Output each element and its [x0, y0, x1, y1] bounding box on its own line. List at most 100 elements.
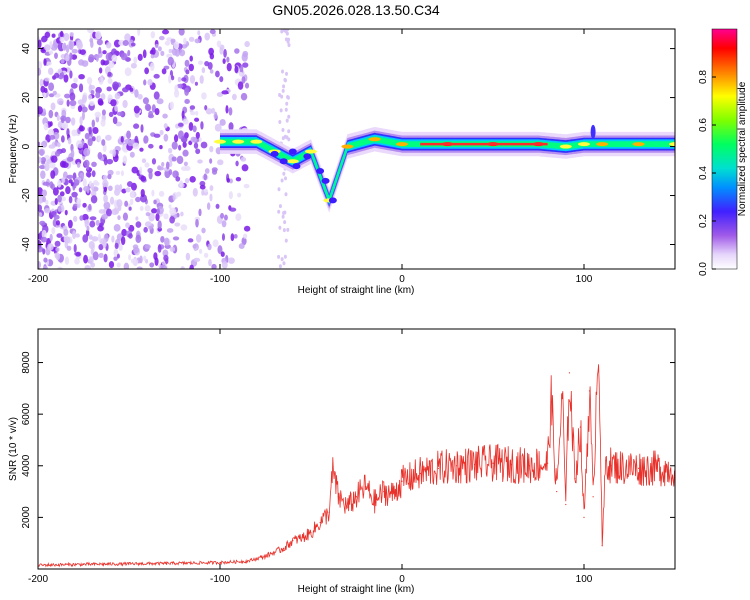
spectrogram-frame	[37, 28, 676, 270]
noise-blob	[147, 79, 153, 86]
spectrogram-ylabel: Frequency (Hz)	[8, 115, 19, 184]
noise-blob	[53, 214, 60, 220]
noise-blob	[228, 191, 233, 200]
noise-blob	[84, 132, 90, 140]
noise-blob	[174, 222, 181, 227]
snr-point	[510, 463, 512, 466]
noise-blob	[63, 32, 70, 42]
noise-blob	[38, 148, 46, 156]
noise-blob	[163, 123, 168, 129]
noise-blob	[162, 249, 169, 257]
noise-blob	[38, 156, 42, 164]
noise-blob	[132, 258, 139, 267]
noise-blob	[86, 165, 90, 171]
noise-blob	[67, 219, 73, 229]
noise-blob	[133, 105, 140, 114]
noise-blob	[235, 177, 242, 182]
noise-blob	[44, 31, 51, 39]
noise-blob	[181, 110, 185, 119]
noise-blob	[42, 196, 47, 203]
snr-point	[588, 390, 591, 392]
noise-blob	[73, 77, 78, 83]
noise-blob	[125, 187, 131, 193]
noise-blob	[144, 204, 151, 212]
noise-blob	[111, 235, 115, 243]
snr-point	[556, 490, 558, 493]
snr-point	[574, 478, 576, 480]
noise-blob	[166, 228, 174, 233]
noise-blob	[209, 193, 213, 202]
noise-blob	[40, 236, 48, 243]
noise-blob	[157, 46, 162, 52]
noise-blob	[129, 190, 135, 199]
snr-point	[337, 496, 339, 498]
noise-blob	[169, 207, 177, 216]
noise-blob	[130, 62, 137, 69]
noise-blob	[144, 221, 152, 228]
noise-blob	[158, 190, 165, 197]
noise-blob	[169, 216, 175, 224]
noise-blob	[204, 168, 210, 174]
noise-blob	[201, 67, 206, 74]
noise-blob	[82, 202, 87, 208]
noise-blob	[53, 72, 60, 79]
noise-blob	[164, 169, 171, 179]
noise-blob	[123, 262, 130, 269]
noise-blob	[88, 54, 95, 63]
noise-blob	[278, 225, 282, 230]
signal-hotspot	[559, 144, 572, 149]
noise-blob	[87, 94, 93, 100]
noise-blob	[92, 251, 99, 261]
noise-blob	[84, 219, 90, 225]
noise-blob	[47, 243, 54, 251]
noise-blob	[49, 121, 53, 127]
x-tick-label: -200	[28, 274, 48, 285]
noise-blob	[175, 176, 181, 182]
noise-blob	[122, 212, 129, 221]
noise-blob	[148, 170, 153, 180]
signal-hotspot	[368, 137, 381, 142]
noise-blob	[79, 116, 83, 126]
noise-blob	[95, 30, 102, 40]
noise-blob	[117, 215, 121, 220]
noise-blob	[171, 141, 178, 150]
noise-blob	[129, 87, 134, 92]
noise-blob	[194, 38, 201, 44]
noise-blob	[156, 98, 164, 105]
noise-blob	[127, 49, 131, 57]
noise-blob	[176, 155, 184, 165]
noise-blob	[151, 158, 157, 165]
noise-blob	[41, 189, 48, 197]
noise-blob	[144, 67, 150, 75]
noise-blob	[114, 92, 121, 100]
noise-blob	[106, 86, 112, 92]
noise-blob	[69, 31, 75, 37]
noise-blob	[109, 196, 115, 205]
noise-blob	[94, 181, 100, 186]
signal-hotspot	[578, 142, 590, 147]
snr-point	[401, 480, 403, 482]
noise-blob	[38, 199, 43, 204]
noise-blob	[139, 205, 144, 212]
noise-blob	[38, 204, 43, 212]
snr-point	[383, 490, 385, 493]
noise-blob	[83, 254, 88, 264]
signal-hotspot	[232, 139, 245, 144]
noise-blob	[77, 143, 84, 149]
noise-blob	[286, 227, 290, 232]
noise-blob	[98, 243, 104, 251]
noise-blob	[155, 213, 160, 222]
noise-blob	[82, 178, 87, 188]
noise-blob	[244, 40, 250, 48]
noise-blob	[89, 216, 97, 221]
noise-blob	[86, 187, 90, 194]
noise-blob	[189, 55, 193, 62]
noise-blob	[199, 181, 206, 187]
noise-blob	[173, 134, 179, 143]
noise-blob	[55, 252, 61, 261]
colorbar-gradient	[711, 28, 738, 270]
noise-blob	[100, 93, 106, 101]
noise-blob	[85, 171, 92, 178]
noise-blob	[179, 49, 186, 57]
noise-blob	[157, 244, 162, 253]
